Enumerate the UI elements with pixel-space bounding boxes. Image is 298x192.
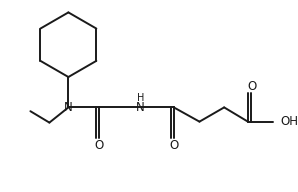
Text: N: N — [136, 101, 145, 114]
Text: O: O — [169, 139, 179, 152]
Text: O: O — [94, 139, 103, 152]
Text: H: H — [137, 93, 144, 103]
Text: N: N — [64, 101, 73, 114]
Text: OH: OH — [280, 115, 298, 128]
Text: O: O — [247, 80, 256, 93]
